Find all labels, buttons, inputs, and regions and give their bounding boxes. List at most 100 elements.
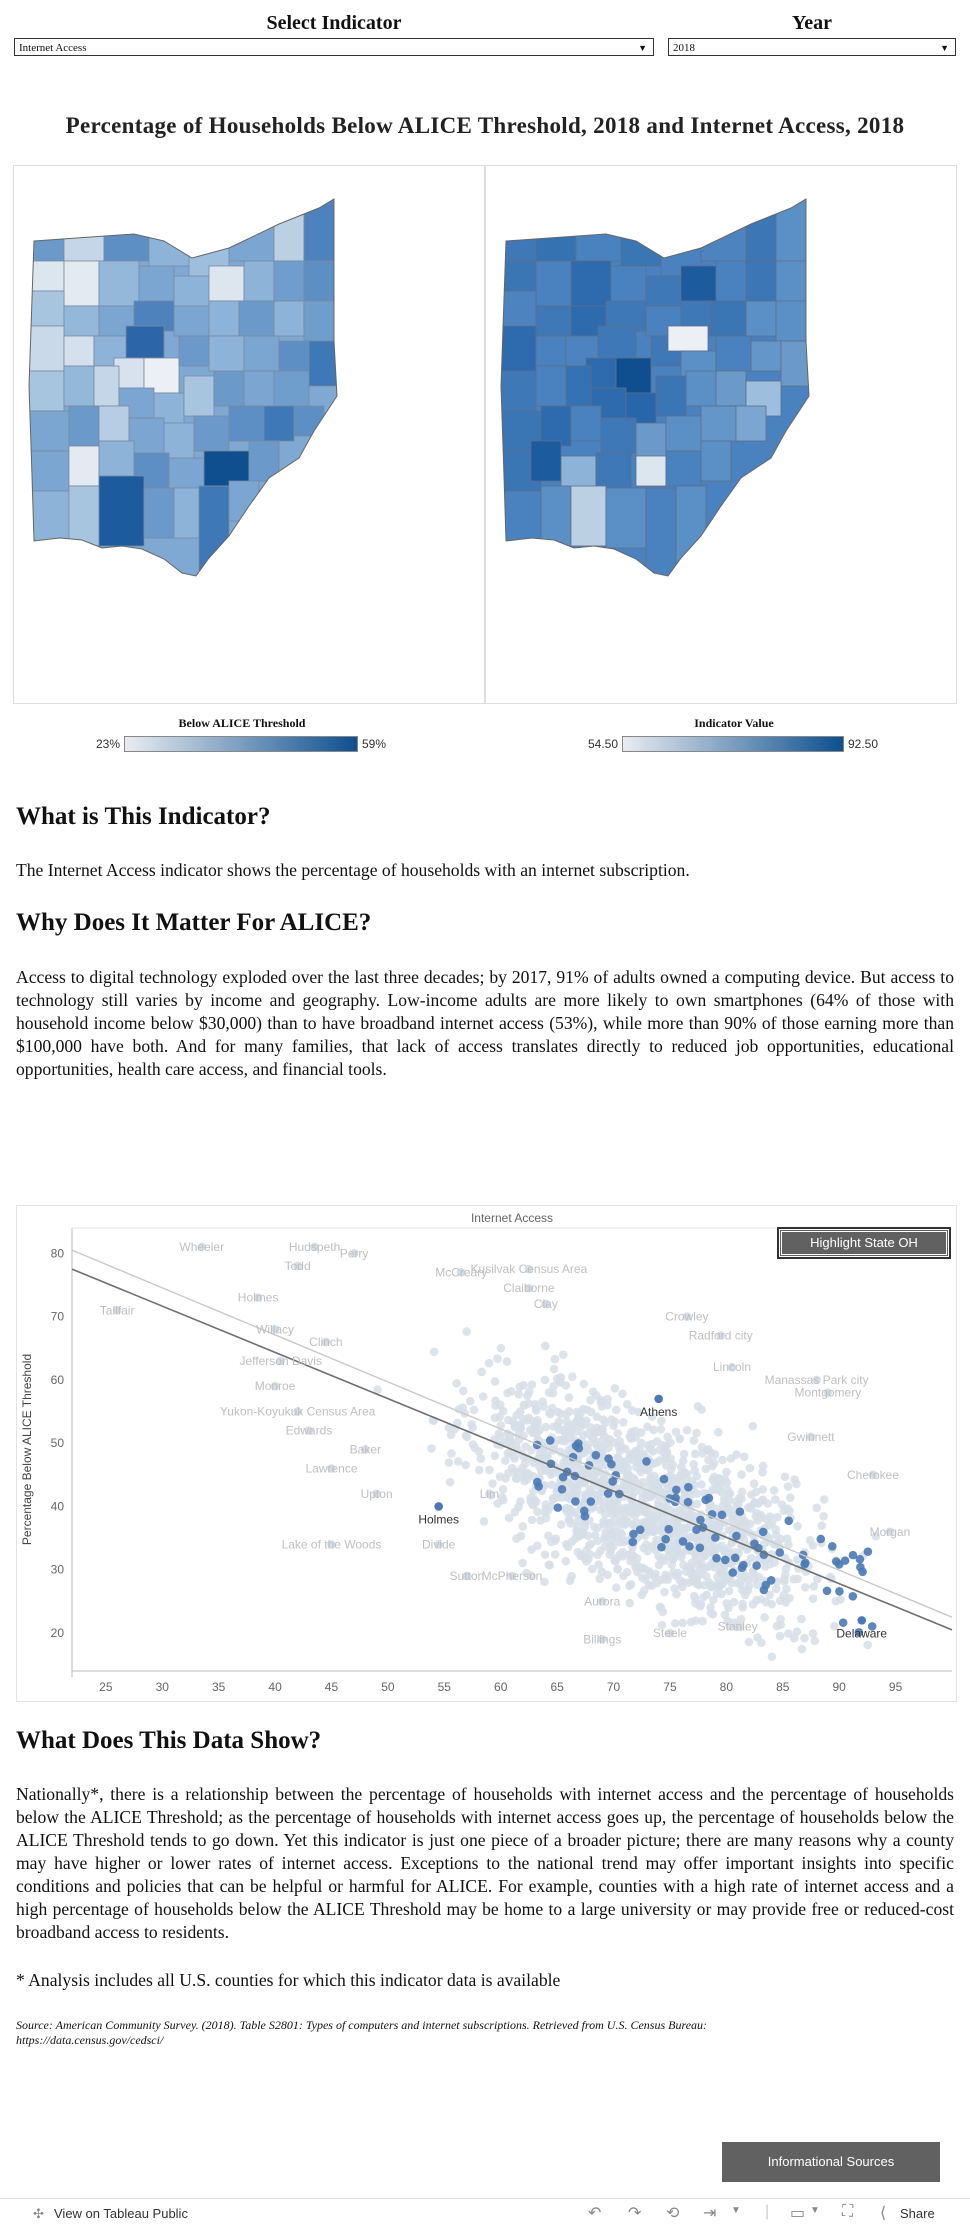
- county-point[interactable]: [724, 1525, 733, 1535]
- county-point[interactable]: [444, 1458, 454, 1467]
- county-point[interactable]: [636, 1451, 645, 1461]
- county-point[interactable]: [654, 1498, 663, 1507]
- county-point[interactable]: [541, 1500, 551, 1509]
- county-point[interactable]: [760, 1613, 769, 1622]
- county-point[interactable]: [514, 1390, 524, 1399]
- county-point[interactable]: [740, 1590, 750, 1600]
- indicator-select[interactable]: Internet Access ▼: [14, 38, 654, 56]
- device-dropdown-icon[interactable]: ▼: [810, 2205, 820, 2216]
- county-point[interactable]: [490, 1451, 500, 1461]
- ohio-indicator-map[interactable]: [486, 166, 956, 703]
- fullscreen-icon[interactable]: ⛶: [842, 2203, 854, 2220]
- labeled-county-point[interactable]: [665, 1628, 675, 1638]
- county-point[interactable]: [647, 1439, 656, 1449]
- county-point[interactable]: [810, 1636, 820, 1646]
- ohio-county-point[interactable]: [737, 1563, 747, 1572]
- ohio-alice-map[interactable]: [14, 166, 484, 703]
- county-point[interactable]: [776, 1615, 785, 1624]
- county-point[interactable]: [567, 1571, 576, 1581]
- county-point[interactable]: [690, 1466, 700, 1475]
- county-point[interactable]: [706, 1582, 716, 1592]
- county-point[interactable]: [808, 1541, 818, 1550]
- share-link[interactable]: Share: [900, 2206, 935, 2221]
- county-point[interactable]: [476, 1454, 486, 1463]
- county-point[interactable]: [503, 1415, 513, 1425]
- county-point[interactable]: [556, 1409, 566, 1419]
- county-point[interactable]: [572, 1407, 582, 1417]
- county-point[interactable]: [660, 1587, 669, 1597]
- labeled-county-point[interactable]: [507, 1571, 517, 1581]
- county-point[interactable]: [656, 1425, 666, 1434]
- county-point[interactable]: [745, 1463, 755, 1473]
- county-point[interactable]: [599, 1520, 608, 1529]
- labeled-county-point[interactable]: [524, 1264, 534, 1274]
- county-point[interactable]: [676, 1478, 686, 1488]
- county-point[interactable]: [601, 1528, 611, 1537]
- county-point[interactable]: [697, 1480, 706, 1489]
- county-point[interactable]: [503, 1448, 513, 1458]
- ohio-county-point[interactable]: [752, 1561, 761, 1570]
- labeled-county-point[interactable]: [112, 1305, 122, 1315]
- county-point[interactable]: [597, 1477, 607, 1487]
- redo-icon[interactable]: ↷: [628, 2205, 642, 2222]
- ohio-county-point[interactable]: [672, 1485, 681, 1495]
- refresh-icon[interactable]: ⇥: [703, 2205, 717, 2222]
- county-point[interactable]: [610, 1556, 619, 1565]
- county-point[interactable]: [521, 1442, 531, 1451]
- county-point[interactable]: [656, 1575, 665, 1585]
- county-point[interactable]: [691, 1594, 700, 1604]
- county-point[interactable]: [655, 1445, 664, 1455]
- county-point[interactable]: [547, 1480, 557, 1490]
- county-point[interactable]: [708, 1461, 717, 1471]
- county-point[interactable]: [618, 1418, 628, 1427]
- revert-icon[interactable]: ⟲: [666, 2205, 680, 2222]
- county-point[interactable]: [536, 1516, 545, 1525]
- ohio-county-point[interactable]: [701, 1495, 710, 1505]
- county-point[interactable]: [458, 1403, 468, 1412]
- county-point[interactable]: [708, 1519, 717, 1529]
- county-point[interactable]: [657, 1416, 666, 1426]
- labeled-county-point[interactable]: [327, 1540, 336, 1549]
- labeled-county-point[interactable]: [733, 1622, 742, 1631]
- county-point[interactable]: [697, 1442, 707, 1452]
- county-point[interactable]: [812, 1503, 822, 1513]
- county-point[interactable]: [613, 1565, 622, 1574]
- county-point[interactable]: [493, 1354, 502, 1364]
- county-point[interactable]: [510, 1454, 519, 1463]
- ohio-county-point[interactable]: [629, 1529, 638, 1539]
- county-point[interactable]: [600, 1418, 610, 1428]
- labeled-county-point[interactable]: [462, 1571, 472, 1581]
- county-point[interactable]: [792, 1555, 802, 1565]
- county-point[interactable]: [594, 1496, 603, 1505]
- ohio-county-point[interactable]: [545, 1436, 555, 1445]
- county-point[interactable]: [708, 1595, 718, 1605]
- labeled-county-point[interactable]: [597, 1597, 607, 1606]
- county-point[interactable]: [737, 1487, 747, 1497]
- county-point[interactable]: [758, 1468, 767, 1477]
- ohio-county-point[interactable]: [816, 1534, 826, 1544]
- county-point[interactable]: [691, 1616, 701, 1625]
- county-point[interactable]: [537, 1466, 546, 1476]
- county-point[interactable]: [567, 1434, 576, 1443]
- county-point[interactable]: [689, 1459, 698, 1469]
- county-point[interactable]: [593, 1550, 602, 1560]
- county-point[interactable]: [630, 1487, 640, 1497]
- county-point[interactable]: [637, 1563, 647, 1573]
- ohio-county-point[interactable]: [603, 1489, 613, 1498]
- county-point[interactable]: [683, 1510, 693, 1519]
- undo-icon[interactable]: ↶: [588, 2205, 602, 2222]
- county-point[interactable]: [771, 1584, 781, 1594]
- county-point[interactable]: [783, 1482, 793, 1491]
- ohio-county-point[interactable]: [657, 1542, 666, 1552]
- county-point[interactable]: [576, 1419, 586, 1428]
- county-point[interactable]: [757, 1512, 766, 1522]
- county-point[interactable]: [511, 1473, 521, 1483]
- county-point[interactable]: [729, 1517, 738, 1526]
- county-point[interactable]: [729, 1597, 739, 1607]
- county-point[interactable]: [785, 1593, 794, 1603]
- county-point[interactable]: [527, 1545, 536, 1554]
- ohio-county-point[interactable]: [568, 1452, 578, 1462]
- county-point[interactable]: [743, 1575, 753, 1584]
- county-point[interactable]: [792, 1479, 801, 1489]
- ohio-county-point[interactable]: [854, 1627, 864, 1637]
